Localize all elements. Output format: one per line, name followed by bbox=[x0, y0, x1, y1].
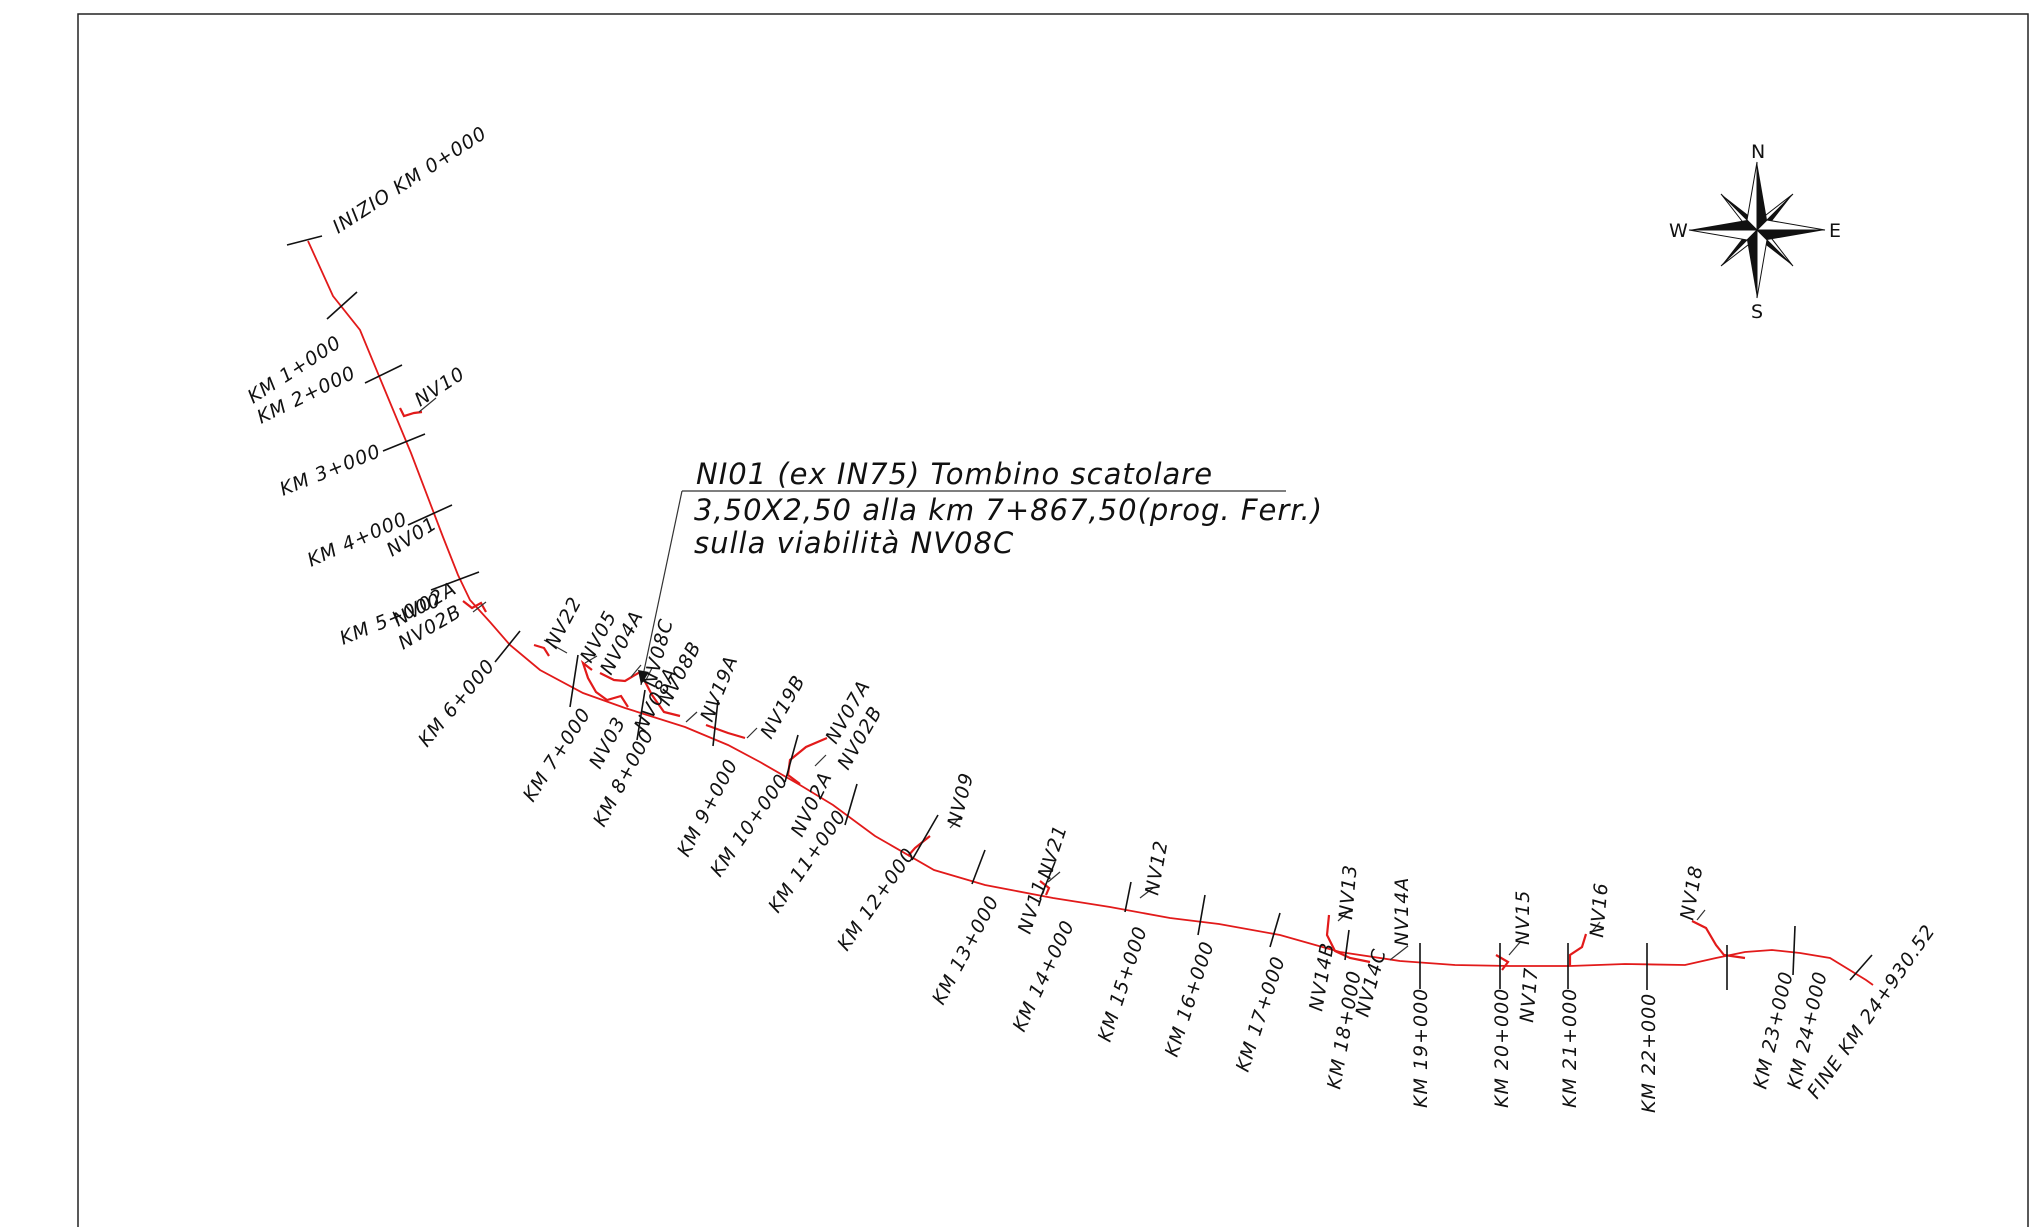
viability-label-nv12: NV12 bbox=[1141, 838, 1172, 896]
viability-label-nv10: NV10 bbox=[411, 363, 469, 412]
station-label-6: KM 6+000 bbox=[414, 655, 500, 751]
tick-km9 bbox=[712, 699, 719, 747]
station-label-21: KM 21+000 bbox=[1559, 988, 1581, 1108]
branch-nv15 bbox=[1495, 954, 1510, 971]
station-ticks bbox=[286, 235, 1873, 990]
tick-km3 bbox=[382, 433, 426, 452]
tick-km4 bbox=[407, 504, 453, 526]
station-label-19: KM 19+000 bbox=[1410, 988, 1432, 1108]
viability-label-nv09: NV09 bbox=[944, 770, 979, 829]
viability-label-nv22: NV22 bbox=[541, 593, 586, 652]
station-label-22: KM 22+000 bbox=[1638, 993, 1660, 1113]
tick-km0 bbox=[286, 235, 323, 246]
branch-nv02 bbox=[462, 600, 487, 613]
branch-nv09 bbox=[907, 835, 931, 857]
compass-north-point bbox=[1757, 162, 1767, 230]
tick-km6 bbox=[494, 630, 521, 663]
main-alignment bbox=[307, 240, 1874, 986]
tick-km16 bbox=[1197, 894, 1206, 936]
station-label-16: KM 16+000 bbox=[1161, 938, 1219, 1059]
branch-nv10 bbox=[399, 407, 423, 418]
tick-km11 bbox=[844, 783, 858, 826]
viability-label-nv19b: NV19B bbox=[756, 671, 810, 742]
note-leader-line bbox=[640, 490, 683, 686]
viability-label-nv17: NV17 bbox=[1516, 966, 1543, 1023]
compass-label-west: W bbox=[1669, 220, 1689, 242]
branch-nv13 bbox=[1325, 914, 1371, 964]
viability-label-nv16: NV16 bbox=[1586, 881, 1613, 938]
branch-nv22 bbox=[533, 643, 550, 657]
branch-nv21 bbox=[1039, 880, 1051, 896]
compass-south-point bbox=[1747, 230, 1757, 298]
station-label-3: KM 3+000 bbox=[277, 440, 385, 501]
tick-km5 bbox=[430, 571, 480, 591]
note-line-1: NI01 (ex IN75) Tombino scatolare bbox=[696, 457, 1213, 491]
station-label-14: KM 14+000 bbox=[1009, 917, 1080, 1035]
tick-km14 bbox=[1039, 861, 1056, 900]
compass-rose: N S E W bbox=[1669, 141, 1842, 323]
station-label-0: INIZIO KM 0+000 bbox=[329, 122, 491, 238]
compass-label-east: E bbox=[1829, 220, 1842, 242]
compass-east-point bbox=[1757, 230, 1825, 240]
drawing-frame bbox=[77, 13, 2029, 1227]
viability-label-nv13: NV13 bbox=[1335, 863, 1362, 920]
tick-km12 bbox=[911, 814, 939, 861]
viability-label-nv14b: NV14B bbox=[1305, 941, 1339, 1013]
viability-label-nv15: NV15 bbox=[1512, 890, 1534, 945]
tick-fine bbox=[1849, 954, 1873, 981]
station-label-17: KM 17+000 bbox=[1232, 953, 1290, 1074]
branch-nv18 bbox=[1691, 920, 1746, 960]
branch-nv05 bbox=[580, 659, 629, 708]
note-line-3: sulla viabilità NV08C bbox=[694, 526, 1014, 560]
viability-label-nv14a: NV14A bbox=[1391, 877, 1413, 946]
tick-km24 bbox=[1792, 925, 1796, 976]
tick-km8 bbox=[636, 689, 646, 741]
tick-km13 bbox=[971, 849, 986, 885]
tick-km7 bbox=[569, 654, 579, 708]
note-arrowhead bbox=[638, 670, 649, 685]
compass-label-north: N bbox=[1751, 141, 1766, 163]
station-label-12: KM 12+000 bbox=[833, 844, 920, 955]
viability-label-nv11: NV11 bbox=[1014, 877, 1052, 936]
tick-km15 bbox=[1124, 881, 1132, 913]
note-line-2: 3,50X2,50 alla km 7+867,50(prog. Ferr.) bbox=[694, 493, 1323, 527]
viability-label-nv19a: NV19A bbox=[696, 652, 742, 725]
compass-label-south: S bbox=[1751, 301, 1764, 323]
station-label-7: KM 7+000 bbox=[519, 704, 596, 806]
branch-nv16 bbox=[1568, 933, 1588, 966]
tick-km2 bbox=[364, 364, 403, 384]
tick-km1 bbox=[326, 291, 358, 320]
compass-west-point bbox=[1689, 220, 1757, 230]
tick-km10 bbox=[784, 734, 799, 783]
station-label-13: KM 13+000 bbox=[928, 892, 1004, 1009]
label-leaders bbox=[418, 397, 1706, 961]
branch-nv07 bbox=[786, 736, 828, 785]
tick-km17 bbox=[1269, 912, 1281, 948]
viability-label-nv21: NV21 bbox=[1034, 822, 1072, 881]
station-label-fine: FINE KM 24+930.52 bbox=[1803, 920, 1940, 1102]
station-label-15: KM 15+000 bbox=[1094, 923, 1152, 1044]
culvert-note: NI01 (ex IN75) Tombino scatolare 3,50X2,… bbox=[638, 457, 1323, 686]
branch-nv19 bbox=[705, 723, 746, 740]
station-label-20: KM 20+000 bbox=[1491, 988, 1513, 1108]
tick-km18 bbox=[1344, 929, 1350, 961]
